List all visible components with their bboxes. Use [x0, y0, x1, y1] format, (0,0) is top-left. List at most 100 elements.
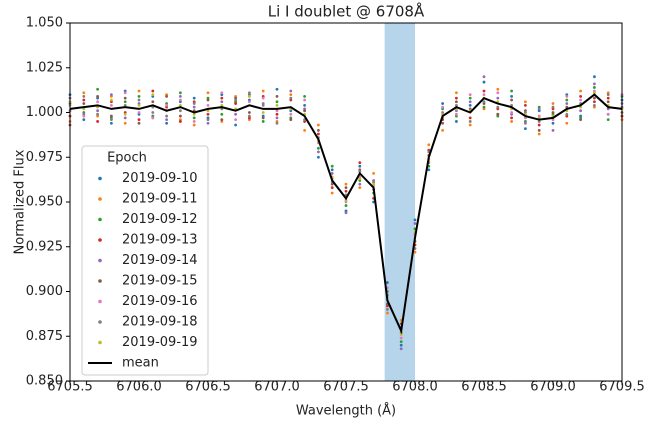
data-point [220, 100, 224, 104]
data-point [289, 118, 293, 122]
data-point [82, 118, 86, 122]
data-point [372, 182, 375, 186]
y-tick-label: 0.975 [26, 150, 63, 165]
data-point [358, 182, 362, 186]
y-tick-label: 0.900 [26, 284, 63, 299]
data-point [344, 211, 348, 215]
x-tick-label: 6707.5 [323, 380, 369, 395]
data-point [593, 96, 596, 100]
data-point [510, 111, 513, 114]
data-point [261, 89, 265, 93]
data-point [537, 107, 541, 111]
data-point [96, 94, 99, 98]
data-point [151, 100, 155, 104]
data-point [455, 112, 458, 116]
data-point [606, 112, 610, 116]
data-point [565, 112, 569, 116]
data-point [110, 93, 113, 96]
x-tick-label: 6708.5 [461, 380, 507, 395]
data-point [317, 146, 320, 150]
x-tick-label: 6707.0 [254, 380, 300, 395]
data-point [468, 116, 472, 120]
data-point [206, 91, 210, 95]
data-point [289, 89, 293, 93]
data-point [206, 121, 210, 125]
x-tick-label: 6708.0 [392, 380, 438, 395]
data-point [565, 121, 569, 125]
data-point [137, 118, 141, 122]
data-point [96, 87, 99, 91]
data-point [606, 100, 610, 104]
data-point [593, 103, 596, 107]
data-point [579, 98, 582, 102]
data-point [386, 308, 389, 311]
legend-marker [98, 197, 102, 201]
data-point [468, 103, 472, 107]
data-point [496, 105, 500, 109]
data-point [123, 116, 127, 120]
data-point [206, 118, 210, 122]
data-point [137, 121, 141, 125]
data-point [441, 105, 444, 109]
data-point [399, 347, 403, 351]
data-point [317, 150, 320, 154]
data-point [468, 93, 472, 96]
data-point [82, 91, 86, 95]
data-point [358, 177, 362, 181]
data-point [261, 102, 265, 105]
data-point [330, 171, 334, 175]
data-point [220, 112, 224, 116]
data-point [165, 118, 169, 122]
data-point [123, 91, 127, 95]
data-point [482, 75, 486, 79]
data-point [248, 111, 251, 114]
legend-marker [98, 258, 102, 263]
data-point [179, 114, 182, 118]
x-tick-label: 6706.0 [116, 380, 162, 395]
data-point [482, 93, 486, 96]
x-axis-label: Wavelength (Å) [296, 403, 396, 419]
data-point [179, 109, 182, 113]
data-point [344, 186, 348, 190]
data-point [510, 94, 513, 98]
data-point [524, 103, 527, 107]
data-point [206, 103, 210, 107]
data-point [427, 168, 431, 172]
data-point [386, 281, 389, 284]
data-point [468, 120, 472, 123]
legend: Epoch 2019-09-10 2019-09-11 2019-09-12 2019-… [81, 145, 209, 376]
legend-title: Epoch [107, 151, 147, 166]
y-tick-label: 0.850 [26, 374, 63, 389]
data-point [399, 333, 403, 336]
data-point [399, 336, 403, 340]
data-point [82, 94, 86, 98]
data-point [468, 100, 472, 104]
data-point [524, 121, 527, 125]
data-point [496, 96, 500, 100]
data-point [179, 91, 182, 95]
data-point [524, 100, 527, 104]
data-point [330, 164, 334, 168]
data-point [110, 103, 113, 107]
data-point [110, 98, 113, 102]
data-point [468, 123, 472, 127]
y-tick-label: 0.875 [26, 329, 63, 344]
data-point [330, 191, 334, 195]
data-point [565, 102, 569, 105]
data-point [372, 171, 375, 175]
x-tick-label: 6706.5 [185, 380, 231, 395]
data-point [165, 94, 169, 98]
data-point [593, 86, 596, 89]
data-point [317, 129, 320, 132]
data-point [137, 89, 141, 93]
data-point [248, 91, 251, 95]
data-point [110, 114, 113, 118]
data-point [482, 100, 486, 104]
data-point [275, 94, 279, 98]
data-point [110, 118, 113, 122]
data-point [551, 111, 555, 114]
data-point [234, 112, 238, 116]
data-point [565, 98, 569, 102]
data-point [123, 112, 127, 116]
data-point [344, 182, 348, 186]
